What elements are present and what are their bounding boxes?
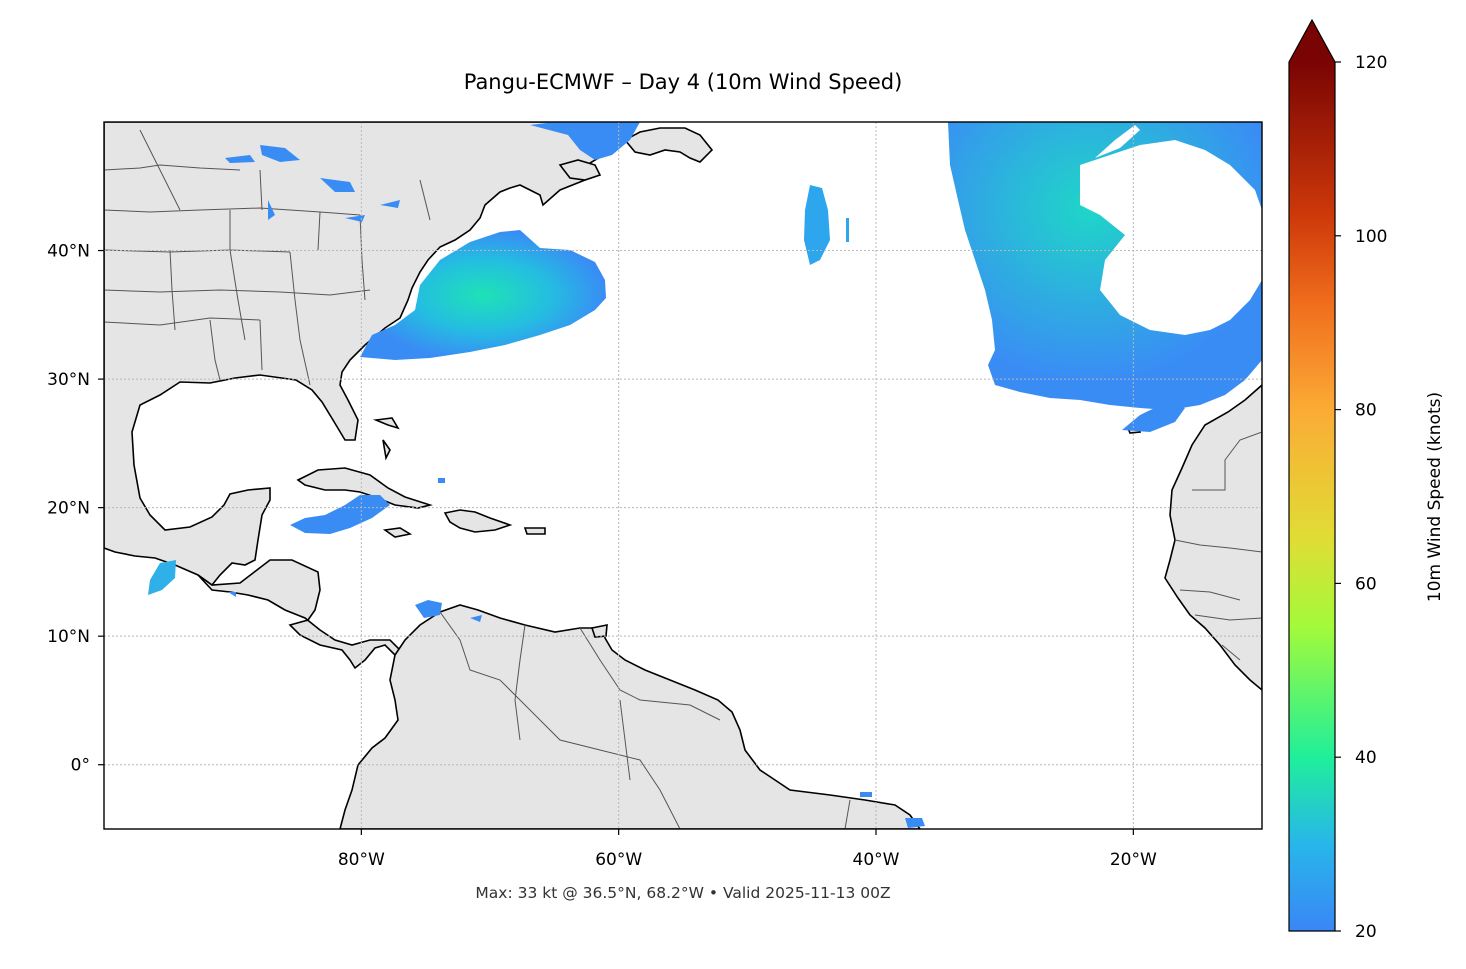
map-subtitle: Max: 33 kt @ 36.5°N, 68.2°W • Valid 2025… [475, 884, 891, 902]
newfoundland-land [623, 127, 714, 163]
gridlines [104, 122, 1262, 829]
wind-region-venezuela [415, 600, 482, 622]
wind-region-canary [1122, 403, 1185, 432]
lon-tick-label: 20°W [1110, 850, 1157, 870]
colorbar-tick-label: 40 [1355, 748, 1377, 768]
colorbar-label: 10m Wind Speed (knots) [1425, 392, 1445, 602]
jamaica-land [382, 527, 413, 538]
bahamas-land [372, 417, 400, 461]
borders [104, 129, 1262, 829]
wind-region-west-atlantic [360, 230, 606, 360]
longitude-axis: 80°W 60°W 40°W 20°W [338, 829, 1157, 870]
wind-region-brazil [860, 792, 925, 828]
wind-region-mid-atlantic [804, 185, 849, 265]
wind-region-caribbean [290, 495, 390, 534]
map-frame [103, 121, 1263, 830]
colorbar-gradient [1289, 62, 1335, 931]
africa-land [1164, 383, 1262, 692]
wind-region-pacific [148, 560, 176, 595]
colorbar-tick-label: 60 [1355, 574, 1377, 594]
wind-gap-east-atlantic [1080, 140, 1262, 335]
central-america-land [197, 559, 402, 670]
map-area [104, 122, 1262, 829]
lon-tick-label: 60°W [595, 850, 642, 870]
colorbar-tick-label: 80 [1355, 401, 1377, 421]
lat-tick-label: 10°N [47, 627, 90, 647]
colorbar-frame [1288, 18, 1336, 932]
colorbar: 20 40 60 80 100 120 10m Wind Speed (knots) [1288, 18, 1445, 942]
lat-tick-label: 40°N [47, 242, 90, 262]
lat-tick-label: 30°N [47, 370, 90, 390]
wind-speed-field [148, 122, 1262, 828]
nova-scotia-land [558, 159, 602, 181]
lon-tick-label: 80°W [338, 850, 385, 870]
trinidad-land [590, 624, 608, 638]
colorbar-tick-label: 100 [1355, 227, 1387, 247]
lat-tick-label: 20°N [47, 499, 90, 519]
north-america-land [104, 122, 630, 587]
colorbar-tick-label: 120 [1355, 53, 1387, 73]
south-america-land [339, 604, 921, 829]
colorbar-tick-label: 20 [1355, 922, 1377, 942]
lon-tick-label: 40°W [853, 850, 900, 870]
wind-region-canada [530, 122, 640, 160]
map-title: Pangu-ECMWF – Day 4 (10m Wind Speed) [463, 70, 903, 94]
puerto-rico-land [523, 527, 546, 535]
colorbar-extend-arrow [1289, 20, 1335, 62]
wind-gap-east-atlantic-2 [1095, 125, 1140, 158]
wind-region-great-lakes [225, 145, 400, 222]
hispaniola-land [443, 509, 513, 533]
colorbar-ticks: 20 40 60 80 100 120 [1335, 53, 1387, 942]
lat-tick-label: 0° [71, 756, 90, 776]
latitude-axis: 40°N 30°N 20°N 10°N 0° [47, 242, 104, 776]
